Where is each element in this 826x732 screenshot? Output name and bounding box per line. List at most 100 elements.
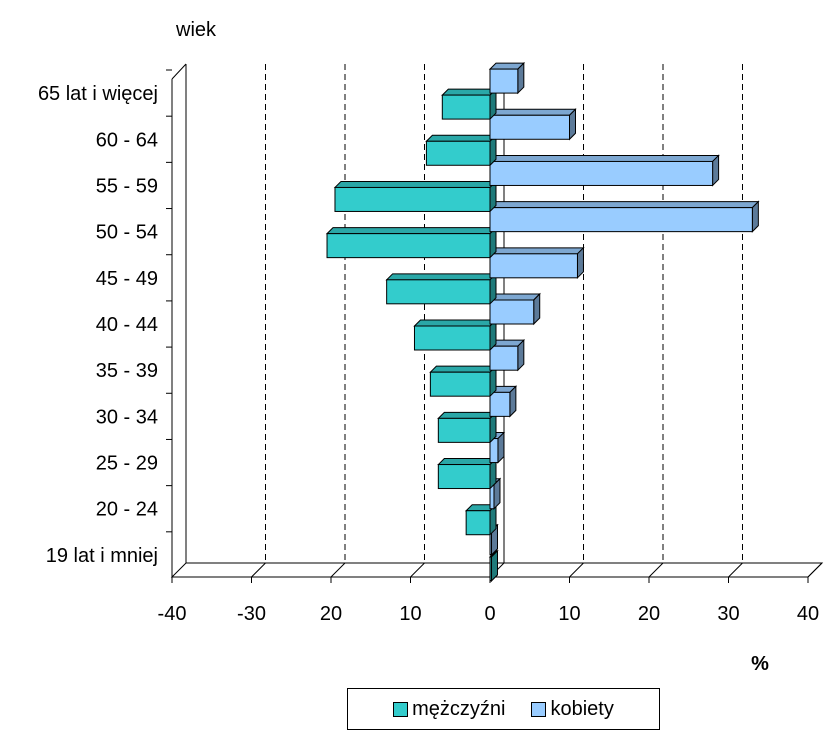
category-label: 25 - 29 — [96, 453, 158, 475]
bar-top — [333, 180, 498, 188]
bar-front — [489, 114, 570, 140]
wall-top-edge — [171, 63, 187, 80]
category-label: 19 lat i mniej — [46, 545, 158, 567]
bar-front — [334, 186, 491, 212]
x-axis-title: % — [751, 653, 769, 675]
bar-front — [489, 438, 499, 464]
x-tick-label: 30 — [717, 603, 739, 625]
bar-men — [333, 180, 498, 213]
legend-label-women: kobiety — [550, 697, 614, 720]
bar-women — [488, 385, 518, 418]
legend-item-women: kobiety — [531, 697, 614, 721]
bar-side — [509, 385, 517, 418]
bar-front — [429, 371, 491, 397]
bar-front — [489, 253, 578, 279]
bar-top — [488, 108, 577, 116]
bar-side — [533, 292, 541, 326]
bar-front — [489, 160, 714, 186]
bar-top — [441, 88, 498, 96]
floor-tick — [330, 562, 346, 578]
legend: mężczyźni kobiety — [347, 688, 660, 730]
bar-top — [385, 273, 498, 281]
bar-women — [488, 200, 760, 233]
bar-front — [437, 417, 491, 443]
bar-side — [491, 549, 498, 583]
bar-men — [425, 134, 498, 167]
bar-top — [429, 365, 498, 373]
category-label: 35 - 39 — [96, 360, 158, 382]
category-label: 45 - 49 — [96, 268, 158, 290]
bar-top — [425, 134, 498, 142]
bar-front — [489, 207, 753, 233]
bar-front — [425, 140, 491, 166]
x-tick-label: 10 — [399, 603, 421, 625]
category-label: 40 - 44 — [96, 314, 158, 336]
bar-front — [326, 233, 491, 259]
x-tick-label: 20 — [638, 603, 660, 625]
bar-side — [517, 338, 525, 372]
floor-tick — [410, 562, 425, 578]
floor-tick — [728, 562, 743, 578]
floor-tick — [251, 562, 266, 578]
x-tick-label: 20 — [320, 603, 342, 625]
bar-top — [488, 201, 760, 209]
bar-front — [489, 299, 535, 325]
floor-tick — [807, 562, 823, 578]
category-label: 60 - 64 — [96, 129, 158, 151]
bar-women — [488, 108, 577, 141]
bar-front — [489, 68, 519, 94]
x-tick-label: 0 — [484, 603, 495, 625]
bar-side — [576, 246, 584, 280]
bar-front — [489, 345, 519, 371]
bar-side — [517, 61, 525, 95]
bar-top — [437, 458, 498, 466]
bar-women — [488, 292, 541, 326]
legend-item-men: mężczyźni — [393, 698, 505, 721]
category-label: 50 - 54 — [96, 222, 158, 244]
bar-top — [325, 227, 498, 235]
bar-front — [413, 325, 491, 351]
bar-men — [437, 411, 498, 444]
x-tick-label: 10 — [558, 603, 580, 625]
category-label: 65 lat i więcej — [38, 83, 158, 105]
bar-front — [386, 279, 491, 305]
legend-label-men: mężczyźni — [412, 697, 506, 720]
bar-men — [429, 364, 498, 398]
x-tick-label: -30 — [237, 603, 266, 625]
legend-swatch-men — [393, 701, 409, 717]
bar-front — [441, 94, 491, 120]
bar-women — [488, 477, 502, 510]
floor-tick — [569, 562, 584, 578]
bar-top — [488, 293, 541, 301]
bar-men — [325, 226, 498, 259]
floor-tick — [648, 562, 664, 578]
bar-men — [385, 272, 498, 306]
bar-front — [465, 510, 491, 536]
bar-side — [751, 200, 759, 233]
bar-front — [489, 391, 511, 417]
legend-swatch-women — [531, 701, 547, 717]
category-label: 20 - 24 — [96, 499, 158, 521]
category-label: 30 - 34 — [96, 406, 158, 428]
bar-top — [488, 154, 720, 162]
bar-women — [488, 338, 526, 372]
bar-top — [488, 247, 585, 255]
bar-women — [488, 246, 585, 280]
bar-men — [413, 318, 498, 352]
bar-men — [441, 87, 498, 121]
bar-side — [569, 108, 576, 141]
y-axis-title: wiek — [175, 19, 217, 41]
bar-front — [489, 556, 492, 582]
x-tick-label: 40 — [797, 603, 819, 625]
category-label: 55 - 59 — [96, 175, 158, 197]
bar-top — [437, 411, 498, 419]
bar-women — [488, 154, 720, 187]
bar-side — [497, 431, 505, 464]
bar-women — [488, 61, 526, 95]
bar-side — [712, 154, 720, 187]
bar-front — [437, 464, 491, 490]
x-tick-label: -40 — [158, 603, 187, 625]
bar-top — [413, 319, 498, 327]
bar-men — [437, 457, 498, 490]
